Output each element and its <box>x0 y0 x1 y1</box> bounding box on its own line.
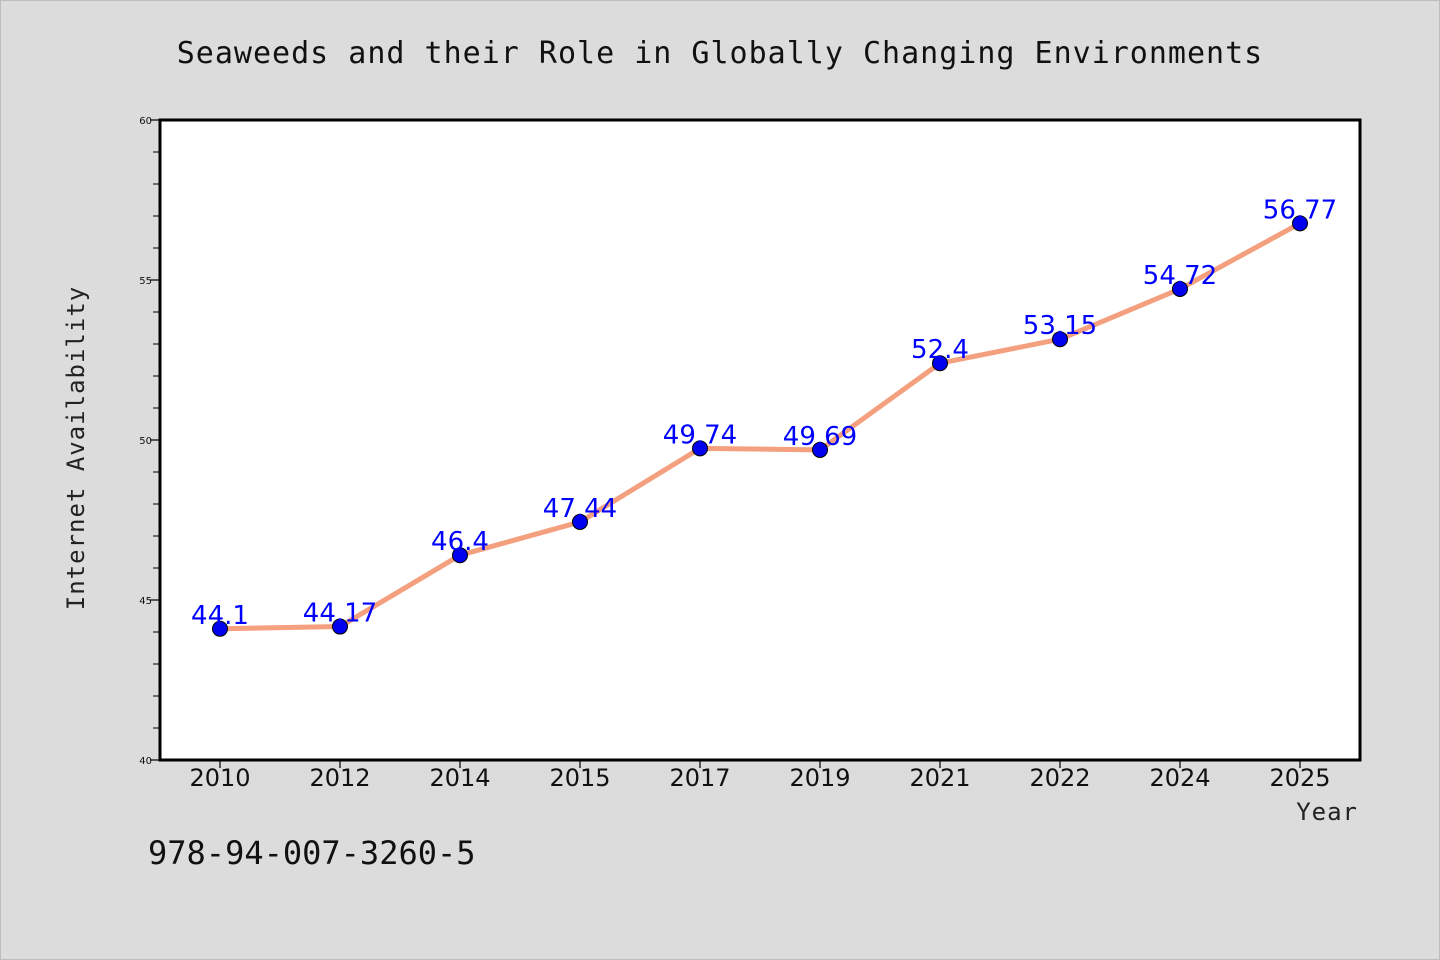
data-label: 44.17 <box>303 599 377 629</box>
data-label: 49.69 <box>783 422 857 452</box>
data-label: 44.1 <box>191 601 249 631</box>
data-point <box>932 355 948 372</box>
x-tick-label: 2012 <box>309 764 370 792</box>
x-tick-label: 2010 <box>189 764 250 792</box>
y-tick-label: 55 <box>139 276 152 287</box>
x-tick-label: 2015 <box>549 764 610 792</box>
data-point <box>572 513 588 530</box>
data-label: 53.15 <box>1023 311 1097 341</box>
data-labels: 44.1 44.17 46.4 47.44 49.74 49.69 52.4 53.15 54.… <box>191 195 1337 630</box>
data-markers <box>212 215 1308 637</box>
plot-border <box>158 118 1362 762</box>
x-tick-label: 2019 <box>789 764 850 792</box>
y-tick-label: 45 <box>139 596 152 607</box>
data-label: 52.4 <box>911 335 969 365</box>
x-axis-ticks: 2010 2012 2014 2015 2017 2019 2021 2022 2024 2025 <box>189 760 1331 792</box>
y-tick-label: 60 <box>139 116 152 127</box>
data-label: 47.44 <box>543 494 617 524</box>
data-point <box>812 441 828 458</box>
isbn-annotation: 978-94-007-3260-5 <box>148 834 476 872</box>
data-label: 56.77 <box>1263 195 1337 225</box>
data-label: 46.4 <box>431 527 489 557</box>
data-point <box>1172 280 1188 297</box>
y-axis-ticks: 40 45 50 55 60 <box>139 116 160 767</box>
data-point <box>332 618 348 635</box>
data-point <box>212 620 228 637</box>
x-tick-label: 2014 <box>429 764 490 792</box>
chart-title: Seaweeds and their Role in Globally Chan… <box>177 36 1264 71</box>
x-axis-label: Year <box>1296 798 1358 826</box>
data-point <box>452 547 468 564</box>
y-tick-label: 50 <box>139 436 152 447</box>
y-axis-label: Internet Availability <box>62 286 90 610</box>
x-tick-label: 2017 <box>669 764 730 792</box>
x-tick-label: 2022 <box>1029 764 1090 792</box>
x-tick-label: 2021 <box>909 764 970 792</box>
x-tick-label: 2024 <box>1149 764 1210 792</box>
x-tick-label: 2025 <box>1269 764 1330 792</box>
y-tick-label: 40 <box>139 756 152 767</box>
data-label: 49.74 <box>663 420 737 450</box>
series-line <box>217 220 1303 632</box>
data-label: 54.72 <box>1143 261 1217 291</box>
data-point <box>692 440 708 457</box>
plot-area <box>160 120 1360 760</box>
data-point <box>1292 215 1308 232</box>
data-point <box>1052 331 1068 348</box>
